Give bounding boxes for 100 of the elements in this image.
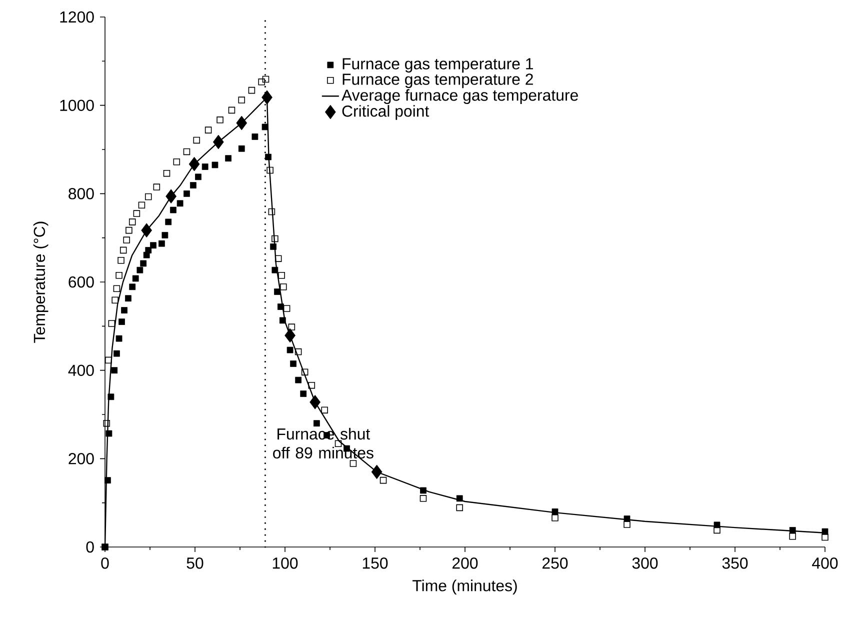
point	[238, 96, 246, 104]
x-axis-title: Time (minutes)	[412, 580, 517, 594]
point	[188, 156, 200, 172]
y-tick-label: 1000	[60, 100, 94, 111]
point	[456, 504, 463, 512]
point	[280, 283, 287, 290]
x-tick-label: 150	[362, 558, 388, 569]
legend-label: Critical point	[342, 105, 430, 120]
point	[216, 116, 224, 124]
point	[190, 182, 196, 188]
point	[116, 272, 122, 279]
point	[350, 460, 357, 467]
point	[714, 526, 720, 534]
point	[552, 514, 558, 522]
point	[118, 318, 125, 325]
point	[170, 206, 176, 214]
point	[118, 256, 124, 264]
point	[321, 406, 328, 414]
point	[162, 232, 168, 238]
point	[212, 134, 224, 150]
point	[202, 164, 208, 170]
point	[266, 166, 274, 174]
point	[789, 533, 796, 540]
x-tick-label: 200	[452, 558, 478, 569]
point	[624, 516, 630, 522]
point	[371, 464, 382, 480]
x-tick-label: 350	[722, 558, 748, 569]
point	[105, 356, 112, 364]
point	[228, 106, 236, 114]
x-tick-label: 0	[101, 558, 109, 569]
point	[123, 236, 130, 244]
point	[129, 284, 136, 290]
y-tick-label: 1200	[60, 11, 94, 23]
point	[272, 266, 278, 274]
point	[120, 246, 127, 254]
point	[822, 528, 828, 535]
point	[238, 145, 245, 152]
point	[274, 255, 282, 262]
point	[165, 218, 172, 226]
x-tick-label: 400	[812, 558, 838, 569]
point	[136, 266, 144, 274]
point	[310, 394, 320, 410]
point	[112, 296, 118, 304]
point	[258, 78, 265, 86]
point	[193, 136, 200, 144]
point	[108, 394, 114, 400]
point	[104, 477, 111, 484]
point	[195, 174, 202, 180]
point	[144, 193, 152, 200]
point	[166, 189, 176, 204]
legend-label: Furnace gas temperature 2	[342, 74, 533, 88]
point	[106, 430, 112, 437]
point	[308, 382, 316, 389]
point	[113, 285, 120, 292]
point	[290, 360, 296, 367]
x-tick-label: 250	[542, 558, 568, 569]
point	[295, 376, 302, 384]
point	[128, 218, 136, 226]
point	[624, 521, 630, 528]
y-tick-label: 600	[68, 276, 94, 288]
point	[714, 522, 720, 528]
y-tick-label: 400	[68, 364, 94, 376]
point	[150, 242, 156, 249]
y-axis-title: Temperature (°C)	[33, 222, 48, 343]
point	[265, 154, 272, 160]
point	[262, 76, 270, 83]
legend-label: Furnace gas temperature 1	[342, 58, 533, 73]
point	[278, 272, 285, 279]
point	[420, 487, 426, 494]
point	[114, 350, 120, 357]
point	[132, 275, 139, 282]
point	[184, 190, 190, 197]
y-tick-label: 0	[86, 541, 94, 553]
point	[145, 247, 152, 254]
point	[252, 134, 258, 140]
point	[212, 162, 218, 168]
point	[116, 335, 122, 342]
point	[163, 170, 170, 177]
point	[262, 124, 268, 130]
point	[248, 86, 256, 94]
point	[126, 226, 132, 234]
legend-label: Average furnace gas temperature	[342, 89, 578, 104]
point	[183, 148, 190, 156]
point	[272, 235, 278, 242]
point	[138, 202, 146, 209]
point	[158, 240, 165, 247]
point	[268, 208, 276, 216]
point	[286, 346, 294, 354]
point	[153, 184, 160, 190]
point	[789, 527, 796, 534]
y-tick-label: 200	[68, 453, 94, 464]
point	[121, 307, 128, 314]
point	[103, 420, 110, 427]
point	[279, 317, 286, 324]
point	[270, 243, 276, 250]
x-tick-label: 100	[272, 558, 298, 569]
point	[552, 508, 558, 515]
point	[236, 116, 248, 130]
point	[140, 260, 147, 267]
point	[300, 390, 307, 397]
